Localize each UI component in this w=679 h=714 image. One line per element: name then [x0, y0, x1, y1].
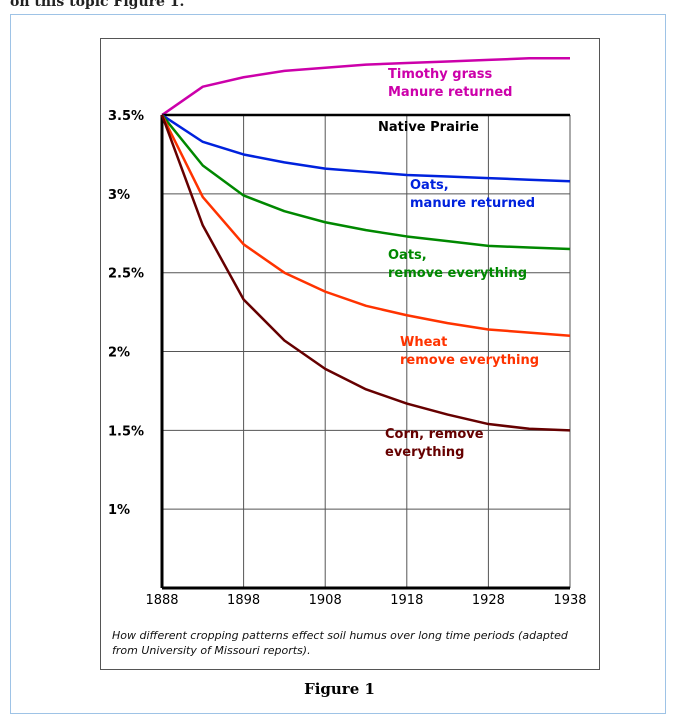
y-tick-label: 1.5% [108, 424, 144, 439]
series-line [161, 114, 571, 251]
series-label: Corn, remove [385, 427, 484, 442]
x-tick-label: 1938 [553, 593, 586, 608]
series-label: everything [385, 445, 464, 460]
series-line [161, 57, 570, 117]
top-text: on this topic Figure 1. [10, 0, 185, 10]
series-label: Oats, [388, 248, 427, 263]
x-tick-label: 1918 [390, 593, 423, 608]
series-line [160, 114, 571, 338]
x-tick-label: 1898 [227, 593, 260, 608]
y-tick-label: 3.5% [108, 109, 144, 124]
series-label: manure returned [410, 196, 535, 211]
series-label: Wheat [400, 335, 447, 350]
y-tick-label: 3% [108, 188, 130, 203]
series-label: Native Prairie [378, 120, 479, 135]
series-label: Oats, [410, 178, 449, 193]
series-label: remove everything [400, 353, 539, 368]
x-tick-label: 1908 [309, 593, 342, 608]
y-tick-label: 2.5% [108, 267, 144, 282]
y-tick-label: 2% [108, 346, 130, 361]
series-line [161, 114, 571, 183]
y-tick-label: 1% [108, 503, 130, 518]
series-label: Timothy grass [388, 67, 492, 82]
series-label: remove everything [388, 266, 527, 281]
series-line [160, 114, 571, 432]
chart-caption: How different cropping patterns effect s… [112, 629, 568, 657]
x-tick-label: 1888 [145, 593, 178, 608]
x-tick-label: 1928 [472, 593, 505, 608]
figure-caption: Figure 1 [304, 680, 375, 698]
series-label: Manure returned [388, 85, 512, 100]
